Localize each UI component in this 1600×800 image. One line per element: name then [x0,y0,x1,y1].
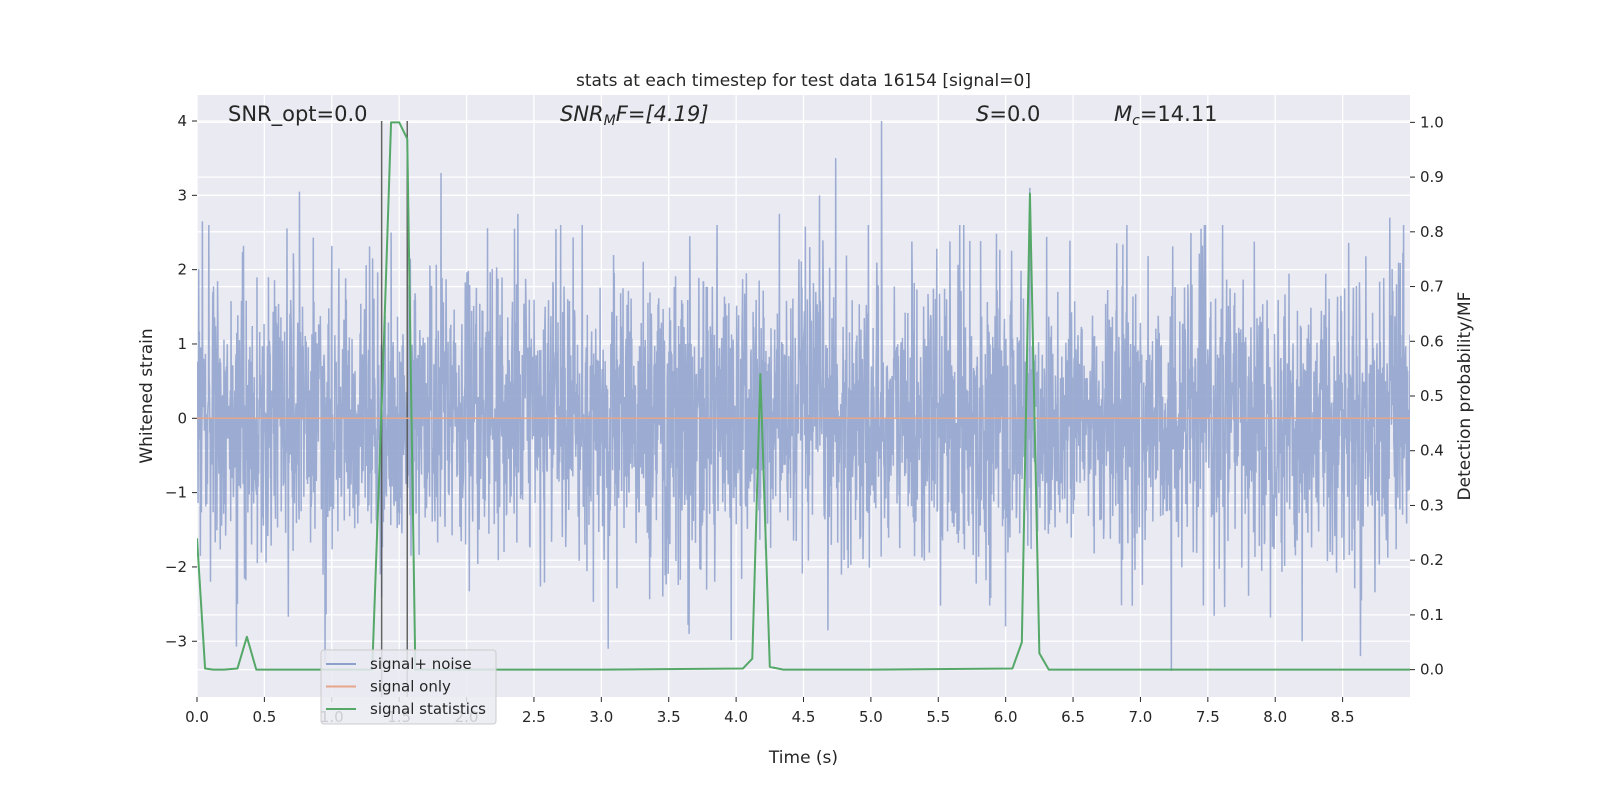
y-right-tick-label: 0.6 [1420,332,1444,350]
y-right-tick-label: 0.7 [1420,278,1444,296]
legend-label: signal only [370,678,451,696]
y-right-tick-label: 0.9 [1420,168,1444,186]
x-tick-label: 0.5 [252,708,276,726]
x-tick-label: 4.5 [792,708,816,726]
x-tick-label: 8.0 [1263,708,1287,726]
x-tick-label: 7.5 [1196,708,1220,726]
annotation-snr-mf-sub: M [604,113,616,129]
y-right-tick-label: 0.8 [1420,223,1444,241]
series-signal-statistics [197,121,1410,671]
x-tick-label: 4.0 [724,708,748,726]
y-left-tick-label: 1 [177,335,187,353]
y-right-tick-label: 0.5 [1420,387,1444,405]
y-axis-left-label: Whitened strain [137,328,157,463]
annotation-mc-label: M [1114,102,1132,126]
x-tick-label: 3.5 [657,708,681,726]
annotation-snr-mf: SNRMF=[4.19] [560,102,709,129]
x-tick-label: 6.0 [994,708,1018,726]
plot-content [197,121,1410,697]
legend: signal+ noise signal only signal statistic… [320,649,497,725]
y-left-tick-label: −3 [165,632,187,650]
x-tick-label: 2.5 [522,708,546,726]
annotation-snr-mf-label: SNR [560,102,604,126]
y-left-tick-label: 0 [177,409,187,427]
y-right-tick-label: 0.1 [1420,606,1444,624]
annotation-s-value: =0.0 [989,102,1040,126]
y-left-tick-label: −2 [165,558,187,576]
x-tick-label: 6.5 [1061,708,1085,726]
x-tick-label: 7.0 [1129,708,1153,726]
y-right-tick-label: 1.0 [1420,113,1444,131]
legend-label: signal+ noise [370,655,472,673]
annotation-s-label: S [976,102,989,126]
y-left-tick-label: 4 [177,112,187,130]
x-tick-label: 0.0 [185,708,209,726]
y-right-tick-label: 0.4 [1420,442,1444,460]
x-tick-label: 8.5 [1331,708,1355,726]
legend-label: signal statistics [370,700,486,718]
legend-box [320,649,497,725]
y-left-tick-label: 3 [177,186,187,204]
y-right-tick-label: 0.2 [1420,551,1444,569]
series-signal-noise [197,121,1410,671]
annotation-mc-sub: c [1132,113,1140,129]
annotation-mc: Mc=14.11 [1114,102,1218,129]
signal-statistics-line [197,121,1410,671]
y-right-tick-label: 0.3 [1420,496,1444,514]
y-left-tick-label: 2 [177,261,187,279]
y-left-tick-label: −1 [165,484,187,502]
annotation-mc-value: =14.11 [1140,102,1218,126]
annotation-s: S=0.0 [976,102,1040,126]
y-right-tick-label: 0.0 [1420,661,1444,679]
x-tick-label: 5.0 [859,708,883,726]
x-tick-label: 5.5 [926,708,950,726]
x-tick-label: 3.0 [589,708,613,726]
x-axis-label: Time (s) [768,748,838,768]
annotation-snr-mf-rest: F=[4.19] [616,102,709,126]
y-axis-right-label: Detection probability/MF [1455,292,1475,501]
noise-line [197,121,1410,671]
chart-title: stats at each timestep for test data 161… [576,71,1031,91]
annotation-snr-opt: SNR_opt=0.0 [228,102,368,127]
